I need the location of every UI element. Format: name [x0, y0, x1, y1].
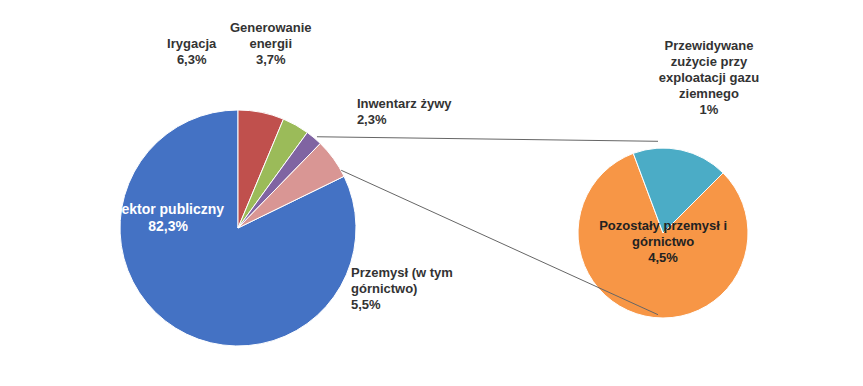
- svg-text:Irygacja6,3%: Irygacja6,3%: [167, 36, 217, 67]
- svg-text:Przewidywanezużycie przyexploa: Przewidywanezużycie przyexploatacji gazu…: [659, 38, 759, 117]
- svg-text:Sektor publiczny82,3%: Sektor publiczny82,3%: [112, 201, 224, 234]
- svg-text:Pozostały przemysł igórnictwo4: Pozostały przemysł igórnictwo4,5%: [599, 218, 727, 265]
- svg-text:Generowanieenergii3,7%: Generowanieenergii3,7%: [230, 20, 312, 67]
- svg-text:Przemysł (w tymgórnictwo)5,5%: Przemysł (w tymgórnictwo)5,5%: [351, 265, 453, 312]
- svg-text:Inwentarz żywy2,3%: Inwentarz żywy2,3%: [357, 96, 452, 127]
